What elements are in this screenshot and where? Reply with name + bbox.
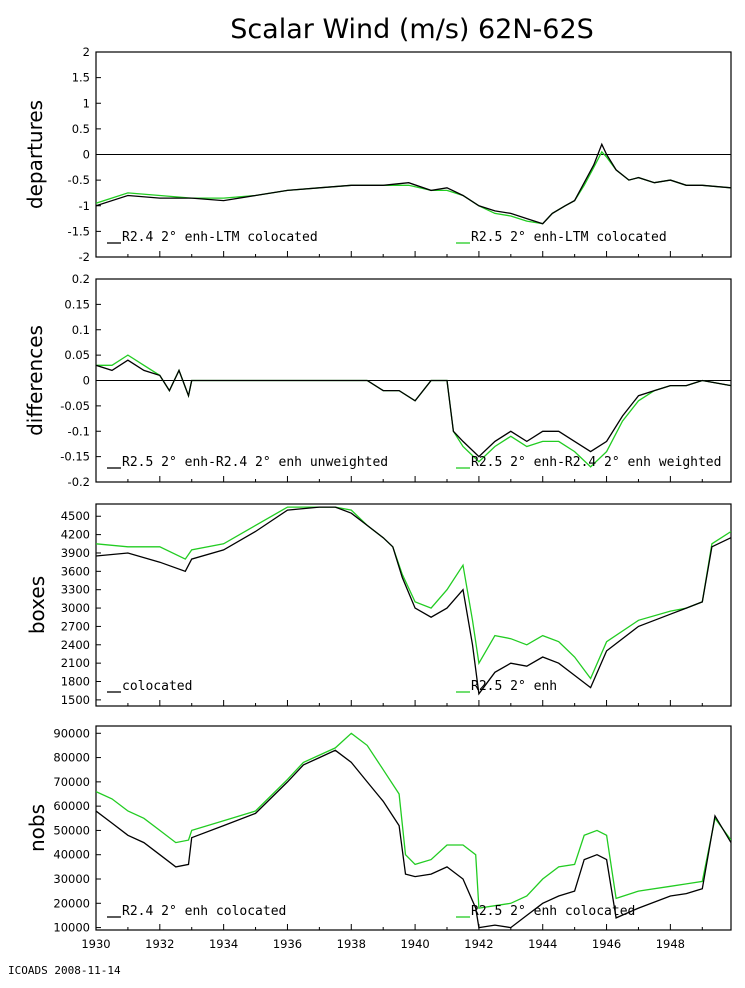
y-tick-label: 0 <box>83 148 90 162</box>
series-line-green <box>96 354 731 468</box>
y-tick-label: -0.1 <box>68 424 90 438</box>
y-tick-label: 3600 <box>61 564 90 578</box>
y-tick-label: 40000 <box>53 848 90 862</box>
y-tick-label: 1 <box>83 96 90 110</box>
panel-nobs: 10000 20000 30000 40000 50000 60000 70000 80000… <box>25 725 732 951</box>
y-tick-label: 1.5 <box>72 71 90 85</box>
chart-title: Scalar Wind (m/s) 62N-62S <box>230 14 594 45</box>
y-tick-label: 90000 <box>53 726 90 740</box>
y-tick-label: 4500 <box>61 509 90 523</box>
y-tick-label: -0.15 <box>60 450 90 464</box>
y-tick-label: 3300 <box>61 583 90 597</box>
x-tick-label: 1934 <box>209 937 238 951</box>
legend-label: R2.5 2° enh-R2.4 2° enh weighted <box>471 455 721 470</box>
legend-label: R2.4 2° enh-LTM colocated <box>122 230 318 245</box>
y-tick-label: -2 <box>79 250 90 264</box>
legend-label: colocated <box>122 679 192 694</box>
y-axis-label: boxes <box>25 576 49 634</box>
y-tick-label: -0.2 <box>68 475 90 489</box>
y-tick-label: 0.5 <box>72 122 90 136</box>
x-tick-label: 1944 <box>528 937 557 951</box>
series-line-green <box>96 732 731 909</box>
series-line-black <box>96 506 731 696</box>
y-tick-label: 2400 <box>61 638 90 652</box>
y-tick-label: 10000 <box>53 921 90 935</box>
plot-frame <box>95 503 732 707</box>
series-line-green <box>96 150 731 225</box>
plot-frame <box>95 725 732 931</box>
y-tick-label: 0.2 <box>72 272 90 286</box>
y-tick-label: -0.5 <box>68 173 90 187</box>
legend-label: R2.5 2° enh <box>471 679 557 694</box>
x-tick-label: 1948 <box>656 937 685 951</box>
y-tick-label: 0.05 <box>64 348 90 362</box>
x-tick-label: 1930 <box>81 937 110 951</box>
y-tick-label: -1 <box>79 199 90 213</box>
y-tick-label: 2700 <box>61 619 90 633</box>
series-line-green <box>96 506 731 680</box>
x-tick-label: 1932 <box>145 937 174 951</box>
y-tick-label: 20000 <box>53 896 90 910</box>
series-line-black <box>96 142 731 225</box>
y-tick-label: 1500 <box>61 693 90 707</box>
y-axis-label: departures <box>23 100 47 209</box>
x-tick-label: 1936 <box>273 937 302 951</box>
y-tick-label: 2100 <box>61 656 90 670</box>
y-axis-label: differences <box>23 325 47 436</box>
y-tick-label: 70000 <box>53 775 90 789</box>
y-tick-label: 30000 <box>53 872 90 886</box>
y-tick-label: 1800 <box>61 675 90 689</box>
y-tick-label: 3900 <box>61 546 90 560</box>
legend-label: R2.5 2° enh colocated <box>471 904 635 919</box>
legend-label: R2.5 2° enh-LTM colocated <box>471 230 667 245</box>
y-tick-label: -1.5 <box>68 224 90 238</box>
series-line-black <box>96 359 731 458</box>
x-tick-label: 1942 <box>464 937 493 951</box>
y-tick-label: 0.15 <box>64 297 90 311</box>
y-tick-label: 50000 <box>53 823 90 837</box>
footer-note: ICOADS 2008-11-14 <box>8 964 121 977</box>
y-tick-label: 0.1 <box>72 323 90 337</box>
y-tick-label: 2 <box>83 45 90 59</box>
x-tick-label: 1946 <box>592 937 621 951</box>
y-tick-label: 80000 <box>53 751 90 765</box>
y-tick-label: 4200 <box>61 528 90 542</box>
x-tick-label: 1938 <box>337 937 366 951</box>
x-tick-label: 1940 <box>400 937 429 951</box>
panel-departures: -2 -1.5 -1 -0.5 0 0.5 1 1.5 2 departures R2.4 2° e… <box>23 45 732 264</box>
y-tick-label: 60000 <box>53 799 90 813</box>
y-axis-label: nobs <box>25 804 49 852</box>
y-tick-label: 0 <box>83 374 90 388</box>
legend-label: R2.4 2° enh colocated <box>122 904 286 919</box>
y-tick-label: 3000 <box>61 601 90 615</box>
panel-differences: -0.2 -0.15 -0.1 -0.05 0 0.05 0.1 0.15 0.2 differe… <box>23 272 732 489</box>
legend-label: R2.5 2° enh-R2.4 2° enh unweighted <box>122 455 388 470</box>
panel-boxes: 1500 1800 2100 2400 2700 3000 3300 3600 3900 4200… <box>25 503 732 707</box>
series-line-black <box>96 749 731 929</box>
y-tick-label: -0.05 <box>60 399 90 413</box>
